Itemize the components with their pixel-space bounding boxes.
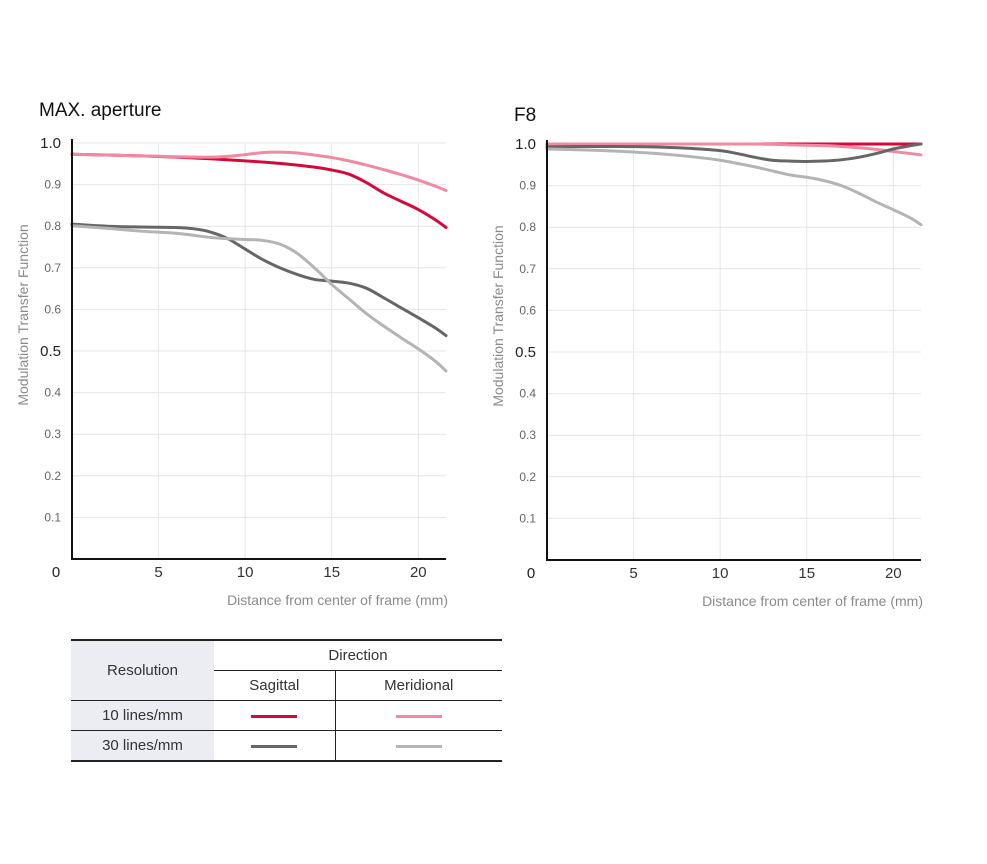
legend-direction-header: Direction [214,639,502,671]
series-line-m30 [545,147,923,227]
y-tick-label: 0.6 [519,303,536,317]
y-axis-label: Modulation Transfer Function [490,225,506,406]
x-tick-label: 20 [410,564,427,581]
series-line-s30 [545,142,923,163]
y-tick-label: 0.5 [515,344,536,361]
legend-resolution-header: Resolution [71,639,214,701]
series-line-s10 [70,152,448,229]
x-tick-label: 5 [154,564,162,581]
legend-swatch-meridional-10 [395,714,442,718]
x-tick-label: 10 [237,564,254,581]
chart-f8: 0.1 0.2 0.3 0.4 0.5 0.6 0.7 0.8 0.9 1.0 0 5 10 15 20 Di… [490,105,923,609]
legend-row-label-10: 10 lines/mm [71,700,214,731]
y-tick-label: 0.7 [44,261,61,275]
legend-sagittal-header: Sagittal [214,670,336,701]
legend-row-label-30: 30 lines/mm [71,730,214,762]
x-tick-label: 15 [798,565,815,582]
y-tick-label: 1.0 [40,135,61,152]
chart-title: F8 [514,105,536,126]
y-tick-label: 0.1 [44,510,61,524]
x-tick-label: 15 [323,564,340,581]
origin-label: 0 [527,565,535,582]
series-line-m10 [70,150,448,192]
y-tick-label: 0.5 [40,343,61,360]
y-tick-label: 0.3 [519,428,536,442]
y-tick-label: 0.6 [44,302,61,316]
legend-swatch-meridional-30 [395,744,442,748]
legend-swatch-sagittal-10 [251,714,298,718]
legend-swatch-cell [335,730,502,762]
chart-title: MAX. aperture [39,100,162,121]
chart-max-aperture: 0.1 0.2 0.3 0.4 0.5 0.6 0.7 0.8 0.9 1.0 0 5 10 15 20 Di… [15,100,448,608]
y-axis-label: Modulation Transfer Function [15,224,31,405]
y-tick-label: 0.2 [44,469,61,483]
legend-meridional-header: Meridional [335,670,502,701]
series-line-m30 [70,224,448,373]
y-tick-label: 0.9 [44,178,61,192]
y-tick-label: 0.4 [519,387,536,401]
y-tick-label: 0.9 [519,179,536,193]
y-tick-label: 0.2 [519,470,536,484]
y-tick-label: 0.4 [44,386,61,400]
series-line-m10 [545,142,923,157]
legend-table: Resolution Direction Sagittal Meridional… [71,639,502,762]
y-tick-label: 0.3 [44,427,61,441]
legend-swatch-cell [214,700,336,731]
legend-swatch-cell [335,700,502,731]
y-tick-label: 0.7 [519,262,536,276]
x-axis-label: Distance from center of frame (mm) [227,592,448,608]
y-tick-label: 0.1 [519,511,536,525]
legend-swatch-cell [214,730,336,762]
x-tick-label: 5 [629,565,637,582]
origin-label: 0 [52,564,60,581]
legend-swatch-sagittal-30 [251,744,298,748]
series-line-s30 [70,222,448,338]
x-tick-label: 20 [885,565,902,582]
x-tick-label: 10 [712,565,729,582]
y-tick-label: 0.8 [44,219,61,233]
y-tick-label: 1.0 [515,136,536,153]
y-tick-label: 0.8 [519,220,536,234]
x-axis-label: Distance from center of frame (mm) [702,593,923,609]
